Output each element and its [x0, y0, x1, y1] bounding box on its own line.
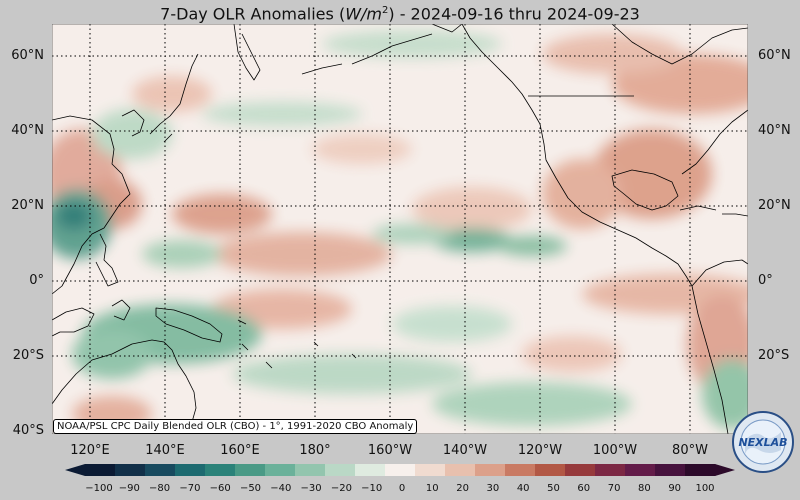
colorbar-tick-label: −50: [239, 483, 262, 494]
lon-label: 140°E: [145, 443, 185, 458]
lat-label-left: 20°S: [12, 348, 44, 363]
lon-label: 120°E: [70, 443, 110, 458]
colorbar-segment: [205, 464, 236, 476]
colorbar-tick-label: −90: [118, 483, 140, 494]
colorbar-segment: [145, 464, 176, 476]
colorbar-min-extend: [65, 464, 85, 476]
hudson-coast: [611, 24, 748, 65]
gridlines: [52, 24, 748, 434]
gulf-of-mexico: [611, 169, 679, 211]
colorbar-segment: [85, 464, 116, 476]
lon-label: 120°W: [517, 443, 563, 458]
colorbar-tick-label: −20: [330, 483, 352, 494]
colorbar-segment: [655, 464, 686, 476]
lat-label-left: 40°S: [12, 423, 44, 438]
anomaly-field: [52, 30, 748, 432]
lat-label-right: 60°N: [758, 48, 791, 63]
colorbar-segment: [175, 464, 206, 476]
nexlab-logo[interactable]: NEXLAB: [731, 410, 795, 474]
colorbar-tick-label: 70: [607, 483, 621, 494]
kamchatka: [233, 24, 261, 81]
philippines: [95, 233, 119, 287]
colorbar: [65, 464, 735, 476]
lat-label-right: 0°: [758, 273, 773, 288]
north-america-coast: [461, 24, 693, 287]
lon-label: 140°W: [442, 443, 488, 458]
australia: [52, 339, 197, 434]
chart-title: 7-Day OLR Anomalies (W/m2) - 2024-09-16 …: [160, 4, 640, 24]
lon-label: 160°E: [220, 443, 260, 458]
colorbar-tick-label: 0: [398, 483, 406, 494]
colorbar-segment: [295, 464, 326, 476]
colorbar-tick-label: 60: [577, 483, 591, 494]
colorbar-max-extend: [715, 464, 735, 476]
colorbar-segment: [115, 464, 146, 476]
colorbar-tick-label: 100: [695, 483, 715, 494]
lon-label: 180°: [299, 443, 331, 458]
colorbar-segment: [595, 464, 626, 476]
lat-label-left: 40°N: [11, 123, 44, 138]
alaska-aleutians: [301, 24, 463, 75]
lat-label-right: 40°N: [758, 123, 791, 138]
colorbar-segment: [265, 464, 296, 476]
asia-coastline: [52, 115, 131, 295]
colorbar-segment: [535, 464, 566, 476]
lat-label-right: 20°S: [758, 348, 790, 363]
lat-label-right: 20°N: [758, 198, 791, 213]
new-guinea: [155, 307, 223, 343]
colorbar-tick-label: −30: [300, 483, 322, 494]
colorbar-segment: [325, 464, 356, 476]
colorbar-tick-label: 90: [668, 483, 682, 494]
colorbar-tick-label: 40: [516, 483, 530, 494]
lon-label: 100°W: [592, 443, 638, 458]
colorbar-segment: [415, 464, 446, 476]
colorbar-segment: [625, 464, 656, 476]
colorbar-segment: [445, 464, 476, 476]
colorbar-tick-label: −40: [270, 483, 292, 494]
colorbar-tick-label: −70: [179, 483, 201, 494]
svg-text:NEXLAB: NEXLAB: [738, 436, 787, 449]
colorbar-segment: [385, 464, 416, 476]
colorbar-segment: [355, 464, 386, 476]
borneo-indonesia: [52, 299, 131, 337]
lat-label-left: 0°: [29, 273, 44, 288]
colorbar-segment: [565, 464, 596, 476]
colorbar-segment: [505, 464, 536, 476]
lat-label-left: 60°N: [11, 48, 44, 63]
lon-label: 80°W: [672, 443, 708, 458]
colorbar-tick-label: 10: [425, 483, 439, 494]
data-credit-label: NOAA/PSL CPC Daily Blended OLR (CBO) - 1…: [53, 419, 418, 434]
colorbar-segment: [475, 464, 506, 476]
colorbar-tick-label: −60: [209, 483, 231, 494]
florida-east-coast: [681, 109, 748, 175]
colorbar-tick-label: 50: [547, 483, 560, 494]
olr-anomaly-map: [52, 24, 748, 434]
colorbar-tick-label: 20: [456, 483, 469, 494]
colorbar-segment: [235, 464, 266, 476]
colorbar-tick-label: −80: [149, 483, 171, 494]
lat-label-left: 20°N: [11, 198, 44, 213]
colorbar-tick-label: 80: [638, 483, 651, 494]
caribbean-islands: [679, 205, 748, 217]
lon-label: 160°W: [367, 443, 413, 458]
korea-japan: [121, 53, 199, 143]
pacific-islands: [237, 319, 357, 369]
colorbar-tick-label: −100: [85, 483, 113, 494]
colorbar-tick-label: −10: [361, 483, 383, 494]
colorbar-segment: [685, 464, 716, 476]
colorbar-tick-label: 30: [486, 483, 500, 494]
